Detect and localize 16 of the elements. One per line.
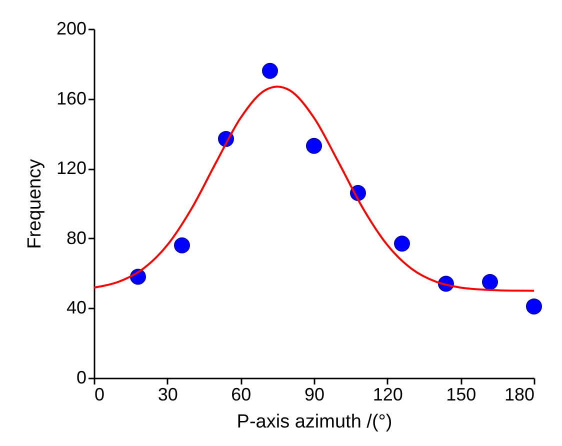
y-tick-label: 40 — [66, 298, 86, 318]
y-axis-title: Frequency — [24, 158, 46, 249]
x-tick-label: 0 — [94, 384, 105, 404]
y-tick-label: 160 — [56, 88, 86, 108]
y-tick-label: 200 — [56, 18, 86, 38]
line-series — [93, 86, 535, 292]
y-tick-label: 80 — [66, 228, 86, 248]
x-tick-label: 150 — [446, 384, 476, 404]
x-tick-label: 60 — [231, 384, 252, 404]
x-tick-label: 30 — [158, 384, 178, 404]
x-tick-label: 120 — [372, 384, 403, 404]
x-tick-label: 180 — [504, 384, 534, 404]
x-tick-label: 90 — [304, 384, 325, 404]
x-axis-title: P-axis azimuth /(°) — [236, 412, 392, 432]
y-tick-label: 120 — [56, 158, 86, 178]
y-tick-label: 0 — [76, 368, 86, 388]
